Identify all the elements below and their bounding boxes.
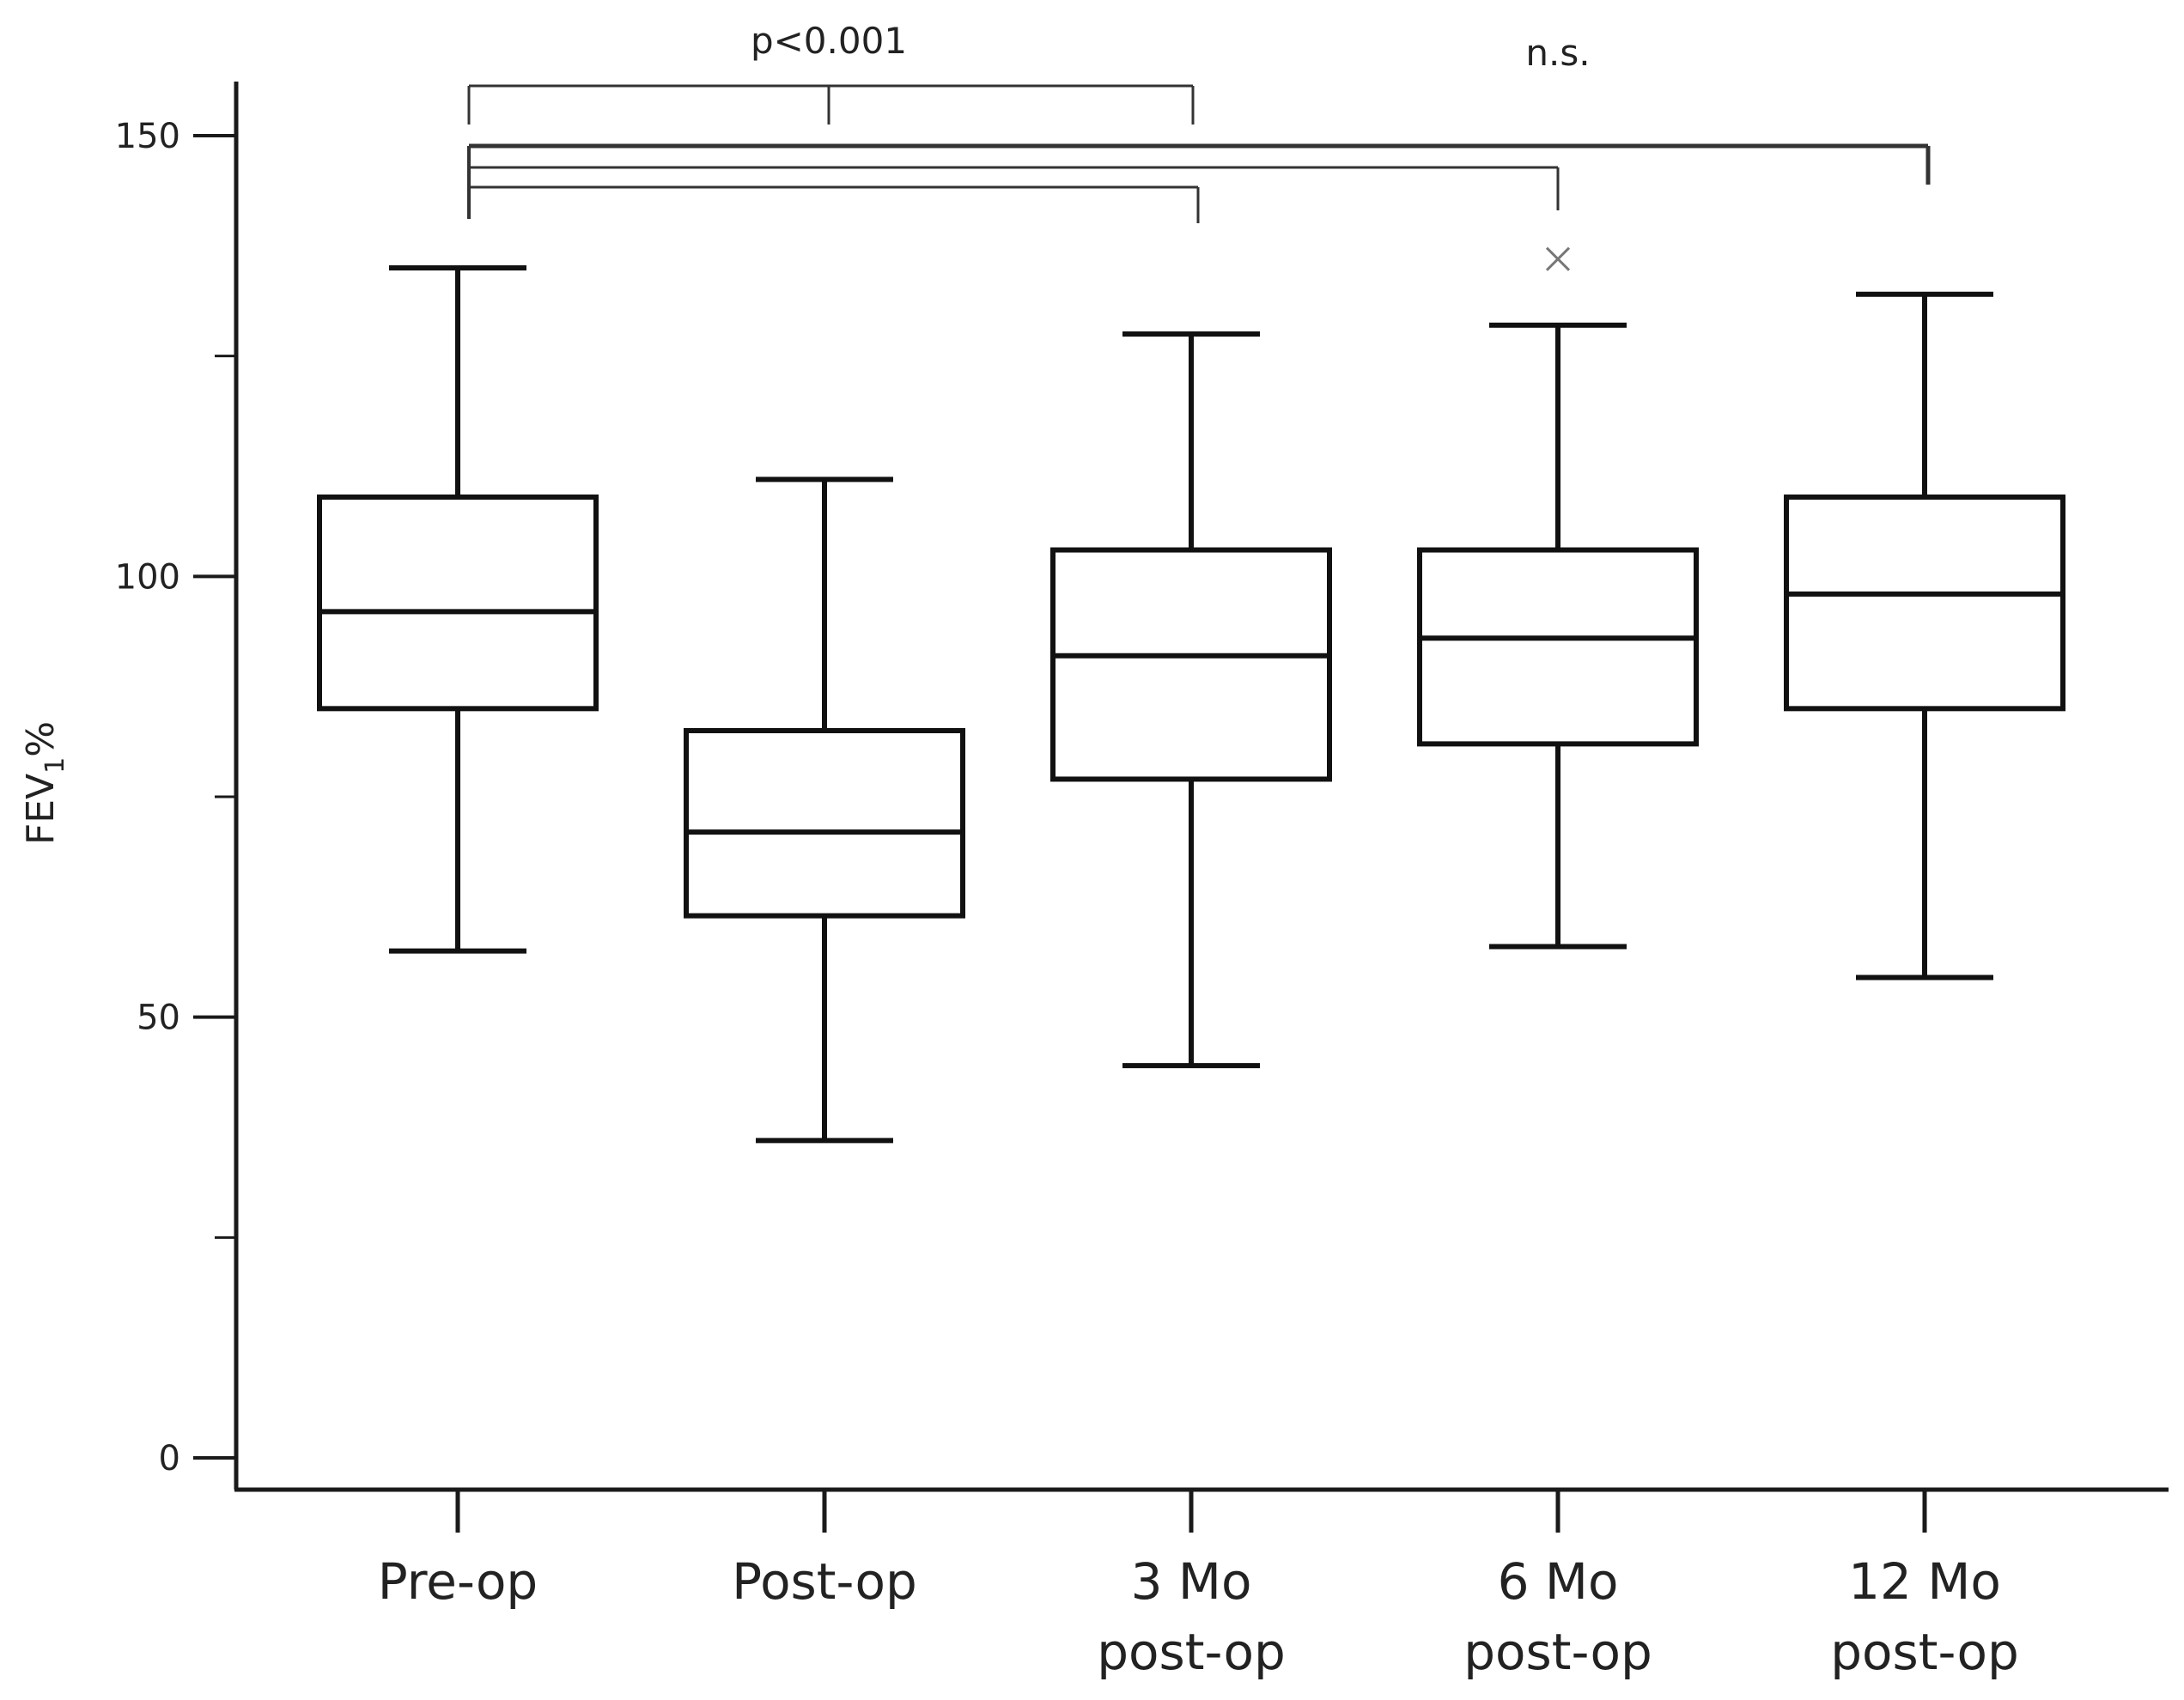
x-tick-label: post-op — [1463, 1623, 1652, 1681]
outlier-marker — [1545, 246, 1571, 271]
x-tick-label: 3 Mo — [1131, 1552, 1252, 1611]
iqr-box — [1784, 494, 2065, 712]
axes — [234, 82, 2169, 1492]
y-tick-label: 50 — [137, 999, 180, 1038]
box-4 — [1417, 246, 1699, 950]
y-tick-label: 100 — [115, 557, 180, 597]
y-axis-ticks: 0 50 100 150 — [115, 117, 236, 1478]
box-5 — [1784, 291, 2065, 981]
significance-brackets: p<0.001 n.s. — [467, 20, 1931, 223]
box-1 — [317, 265, 599, 954]
x-tick-label: post-op — [1830, 1623, 2019, 1681]
y-tick-label: 150 — [115, 117, 180, 156]
significance-label: n.s. — [1525, 32, 1590, 74]
x-tick-label: post-op — [1097, 1623, 1286, 1681]
y-axis-label: FEV1% — [19, 721, 70, 845]
iqr-box — [1050, 547, 1332, 782]
x-tick-label: 6 Mo — [1498, 1552, 1619, 1611]
iqr-box — [684, 728, 965, 919]
bracket-p-lt-0001: p<0.001 — [467, 20, 1195, 124]
outlier-stroke — [1545, 246, 1571, 271]
iqr-box — [317, 494, 599, 712]
x-tick-label: Pre-op — [378, 1552, 538, 1611]
x-tick-label: 12 Mo — [1848, 1552, 2001, 1611]
y-tick-label: 0 — [159, 1439, 180, 1478]
x-tick-label: Post-op — [732, 1552, 917, 1611]
bracket-ns: n.s. — [467, 32, 1931, 223]
iqr-box — [1417, 547, 1699, 747]
box-3 — [1050, 331, 1332, 1069]
significance-label: p<0.001 — [751, 20, 907, 62]
x-axis-ticks: Pre-op Post-op 3 Mo post-op 6 Mo post-op 12 Mo… — [378, 1490, 2019, 1681]
box-series — [317, 246, 2065, 1144]
box-2 — [684, 477, 965, 1144]
